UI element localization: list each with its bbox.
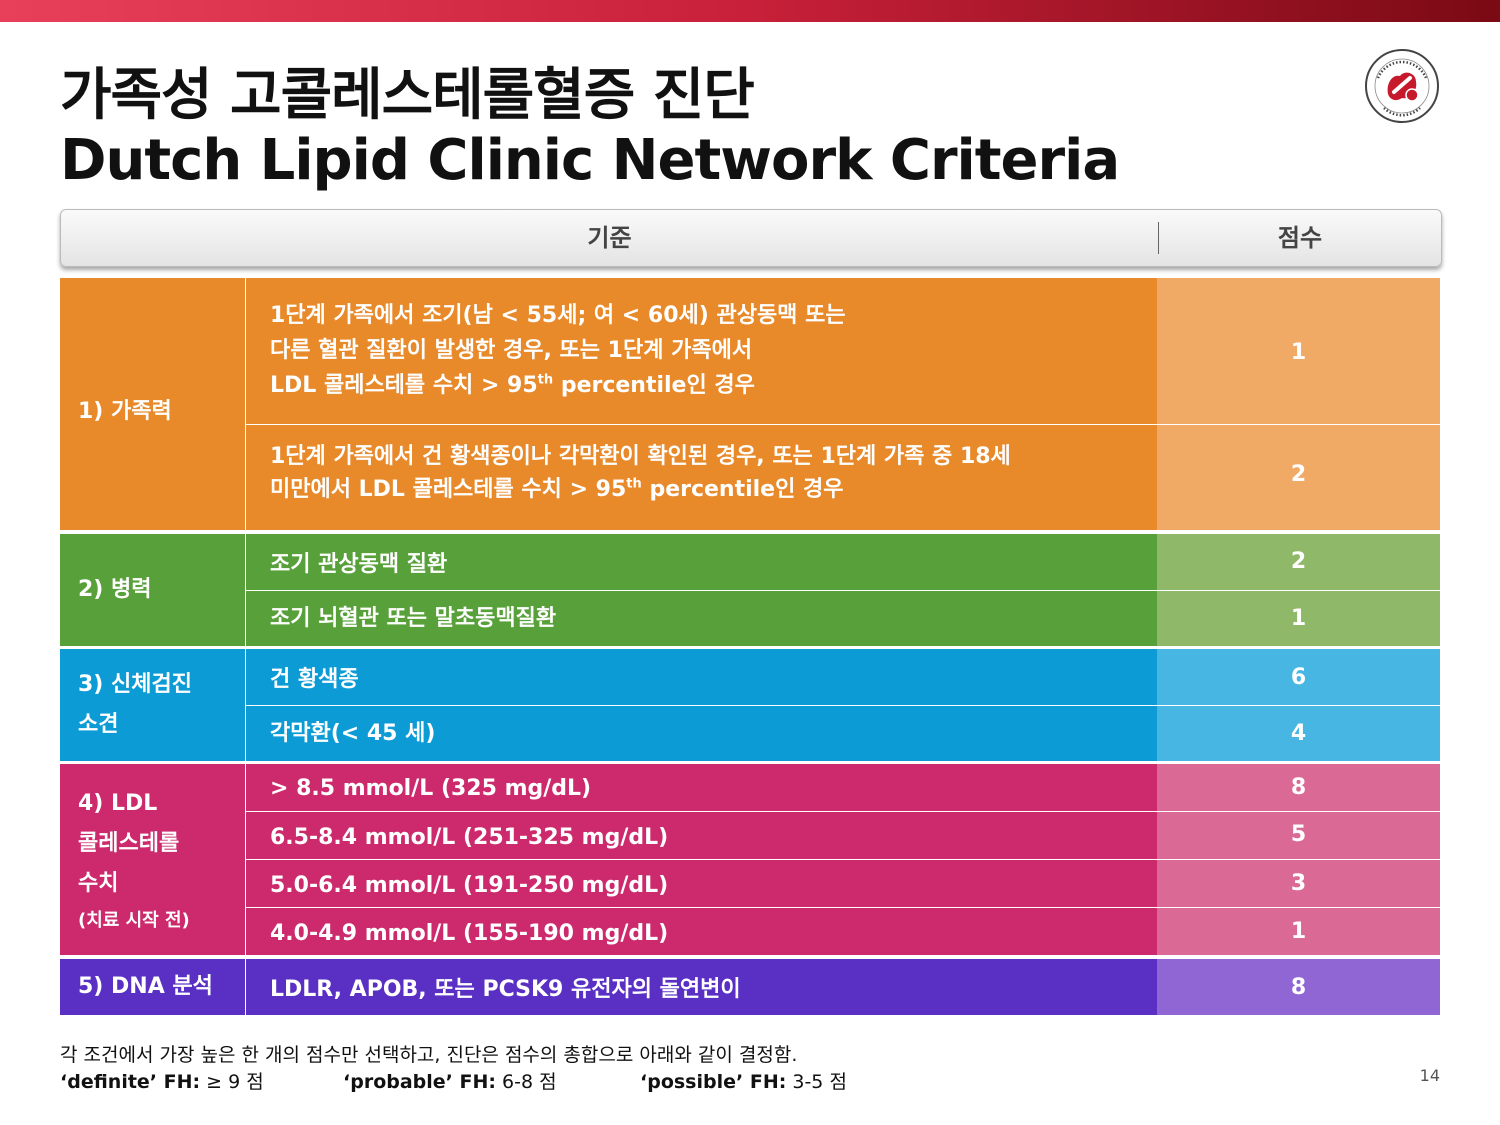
group-physical-exam: 3) 신체검진 소견 건 황색종 6 각막환(< 45 세) 4 [60,649,1440,761]
table-row: 6.5-8.4 mmol/L (251-325 mg/dL) 5 [246,812,1440,859]
table-row: 조기 관상동맥 질환 2 [246,534,1440,590]
group-dna-analysis: 5) DNA 분석 LDLR, APOB, 또는 PCSK9 유전자의 돌연변이… [60,959,1440,1015]
group-label: 5) DNA 분석 [60,959,245,1015]
page-number: 14 [1419,1066,1440,1085]
score-cell: 4 [1157,706,1440,761]
group-medical-history: 2) 병력 조기 관상동맥 질환 2 조기 뇌혈관 또는 말초동맥질환 1 [60,534,1440,646]
group-label: 1) 가족력 [60,278,245,530]
probable-fh-criterion: ‘probable’ FH: 6-8 점 [343,1071,557,1093]
group-label: 2) 병력 [60,534,245,646]
group-label: 4) LDL 콜레스테롤 수치 (치료 시작 전) [60,764,245,955]
table-row: 각막환(< 45 세) 4 [246,706,1440,761]
score-cell: 2 [1157,534,1440,590]
page-title-english: Dutch Lipid Clinic Network Criteria [60,128,1120,193]
table-row: 1단계 가족에서 건 황색종이나 각막환이 확인된 경우, 또는 1단계 가족 … [246,425,1440,530]
group-family-history: 1) 가족력 1단계 가족에서 조기(남 < 55세; 여 < 60세) 관상동… [60,278,1440,530]
table-row: LDLR, APOB, 또는 PCSK9 유전자의 돌연변이 8 [246,959,1440,1015]
score-cell: 2 [1157,425,1440,530]
ksola-society-seal-icon [1365,49,1439,123]
score-cell: 1 [1157,908,1440,955]
definite-fh-criterion: ‘definite’ FH: ≥ 9 점 [60,1071,264,1093]
table-header: 기준 점수 [60,209,1442,267]
table-row: 1단계 가족에서 조기(남 < 55세; 여 < 60세) 관상동맥 또는 다른… [246,278,1440,424]
table-row: > 8.5 mmol/L (325 mg/dL) 8 [246,764,1440,811]
footer-note: 각 조건에서 가장 높은 한 개의 점수만 선택하고, 진단은 점수의 총합으로… [60,1044,798,1066]
possible-fh-criterion: ‘possible’ FH: 3-5 점 [640,1071,847,1093]
header-criteria: 기준 [587,224,632,252]
table-row: 조기 뇌혈관 또는 말초동맥질환 1 [246,591,1440,646]
top-accent-bar [0,0,1500,22]
score-cell: 8 [1157,959,1440,1015]
header-divider [1158,222,1159,254]
score-cell: 3 [1157,860,1440,907]
page-title-korean: 가족성 고콜레스테롤혈증 진단 [60,63,755,128]
group-ldl-cholesterol: 4) LDL 콜레스테롤 수치 (치료 시작 전) > 8.5 mmol/L (… [60,764,1440,955]
score-cell: 6 [1157,649,1440,705]
table-row: 건 황색종 6 [246,649,1440,705]
header-score: 점수 [1277,224,1323,252]
score-cell: 8 [1157,764,1440,811]
score-cell: 1 [1157,278,1440,424]
score-cell: 1 [1157,591,1440,646]
group-label: 3) 신체검진 소견 [60,649,245,761]
table-row: 4.0-4.9 mmol/L (155-190 mg/dL) 1 [246,908,1440,955]
score-cell: 5 [1157,812,1440,859]
table-row: 5.0-6.4 mmol/L (191-250 mg/dL) 3 [246,860,1440,907]
